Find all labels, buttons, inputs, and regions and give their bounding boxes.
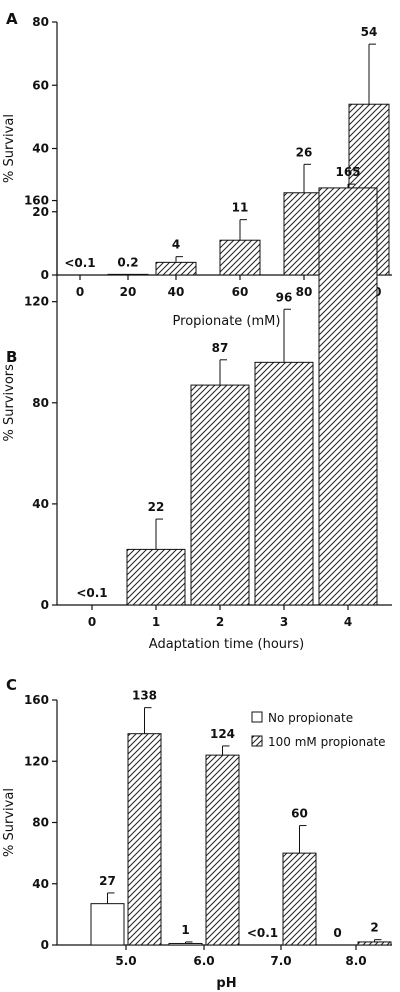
y-tick-label: 80	[32, 15, 49, 29]
x-tick-label: 0	[88, 615, 96, 629]
panel-label: A	[6, 10, 18, 28]
data-label: 0	[333, 926, 341, 940]
x-tick-label: 20	[120, 285, 137, 299]
data-label: 96	[276, 290, 293, 304]
bar	[190, 384, 250, 606]
data-label: 11	[232, 201, 249, 215]
y-tick-label: 0	[41, 598, 49, 612]
bar	[357, 941, 392, 946]
bar	[126, 548, 186, 606]
bar	[318, 187, 378, 606]
y-tick-label: 120	[24, 754, 49, 768]
data-label: 26	[296, 145, 313, 159]
legend-swatch	[251, 735, 263, 747]
x-tick-label: 8.0	[345, 954, 366, 968]
x-tick-label: 7.0	[270, 954, 291, 968]
x-tick-label: 0	[76, 285, 84, 299]
y-tick-label: 40	[32, 142, 49, 156]
y-tick-label: 160	[24, 693, 49, 707]
y-tick-label: 40	[32, 877, 49, 891]
data-label: <0.1	[64, 256, 95, 270]
x-tick-label: 4	[344, 615, 352, 629]
x-axis-label: Propionate (mM)	[173, 314, 281, 329]
legend-label: 100 mM propionate	[268, 735, 386, 749]
data-label: 1	[181, 923, 189, 937]
x-tick-label: 80	[296, 285, 313, 299]
x-tick-label: 5.0	[115, 954, 136, 968]
data-label: 165	[335, 165, 360, 179]
y-axis-label: % Survival	[2, 114, 17, 183]
data-label: <0.1	[76, 586, 107, 600]
legend-label: No propionate	[268, 711, 353, 725]
bar	[90, 903, 125, 946]
y-tick-label: 20	[32, 205, 49, 219]
y-tick-label: 80	[32, 816, 49, 830]
y-tick-label: 60	[32, 78, 49, 92]
x-tick-label: 1	[152, 615, 160, 629]
x-axis-label: Adaptation time (hours)	[149, 637, 304, 652]
bar	[107, 273, 149, 276]
bar	[127, 733, 162, 946]
bar	[205, 754, 240, 946]
x-tick-label: 6.0	[193, 954, 214, 968]
bar	[168, 942, 203, 946]
data-label: 27	[99, 874, 116, 888]
chart-panel-c: C 0 40 80 120 160 % Survival 5.0 27 138 6.0 1 124 7.0…	[2, 676, 392, 991]
data-label: 4	[172, 238, 180, 252]
x-tick-label: 3	[280, 615, 288, 629]
data-label: 124	[210, 727, 235, 741]
x-tick-label: 40	[168, 285, 185, 299]
y-tick-label: 0	[41, 938, 49, 952]
data-label: 138	[132, 689, 157, 703]
panel-label: B	[6, 348, 17, 366]
legend-swatch	[251, 711, 263, 723]
x-tick-label: 2	[216, 615, 224, 629]
data-label: 87	[212, 341, 229, 355]
y-axis-label: % Survivors	[2, 364, 17, 442]
data-label: <0.1	[247, 926, 278, 940]
y-tick-label: 120	[24, 295, 49, 309]
y-tick-label: 40	[32, 497, 49, 511]
data-label: 22	[148, 500, 165, 514]
y-tick-label: 160	[24, 194, 49, 208]
data-label: 2	[370, 921, 378, 935]
data-label: 60	[291, 807, 308, 821]
data-label: 0.2	[117, 255, 138, 269]
x-axis-label: pH	[216, 976, 236, 991]
panel-label: C	[6, 676, 17, 694]
y-tick-label: 0	[41, 268, 49, 282]
bar	[155, 261, 197, 276]
y-tick-label: 80	[32, 396, 49, 410]
bar	[282, 852, 317, 946]
y-axis-label: % Survival	[2, 788, 17, 857]
x-tick-label: 60	[232, 285, 249, 299]
bar	[219, 239, 261, 276]
bar	[254, 361, 314, 606]
bar	[283, 192, 325, 276]
data-label: 54	[361, 25, 378, 39]
